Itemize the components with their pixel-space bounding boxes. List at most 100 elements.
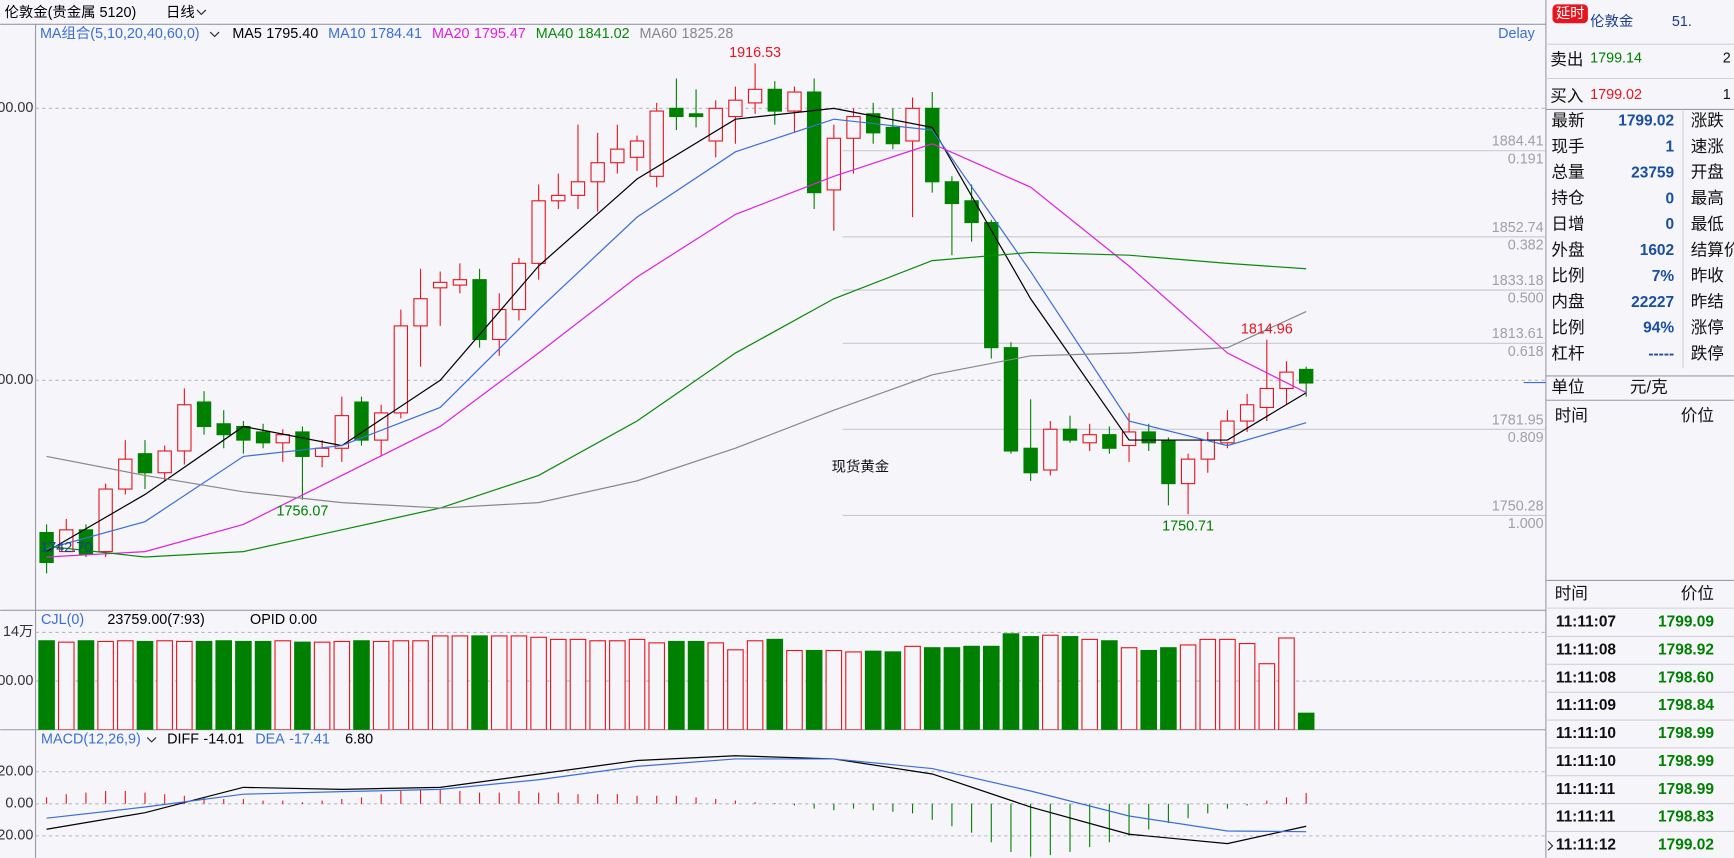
extreme-label: 1916.53: [729, 45, 781, 61]
unit-label: 单位: [1551, 377, 1584, 396]
legend-value: 1841.02: [578, 26, 630, 42]
candle-body: [1298, 368, 1314, 384]
volume-bar: [412, 640, 429, 730]
stat-label: 总量: [1551, 163, 1584, 182]
macd-caret[interactable]: [146, 737, 157, 743]
candle-body: [98, 488, 113, 553]
y-tick-label: 1900.00: [0, 100, 33, 116]
stat-right: 跌停: [1691, 344, 1724, 363]
candle-body: [275, 434, 290, 444]
candle-body: [984, 222, 999, 349]
candle-body: [1023, 447, 1038, 474]
candle-body: [137, 453, 153, 474]
level-ratio: 0.618: [1508, 344, 1544, 360]
candle-body: [944, 181, 960, 205]
ticks-price: 价位: [1681, 406, 1714, 425]
badge-bg: [1552, 4, 1588, 24]
volume-bar: [195, 640, 213, 730]
line-series: [46, 118, 1307, 550]
volume-bar: [1002, 633, 1020, 730]
volume-bar: [707, 642, 725, 730]
extreme-label: 1742.70: [40, 540, 92, 556]
candle-body: [492, 309, 507, 341]
candle-body: [472, 279, 487, 341]
stat-value: 22227: [1631, 294, 1674, 311]
plot-area: [46, 755, 1307, 857]
volume-bar: [117, 640, 134, 730]
volume-bar: [982, 645, 1000, 730]
trade-time: 11:11:10: [1556, 725, 1616, 742]
stat-label: 内盘: [1551, 292, 1584, 311]
volume-bar: [451, 635, 469, 730]
volume-bar: [1199, 638, 1217, 730]
level-price: 1750.28: [1492, 498, 1544, 514]
volume-bar: [628, 638, 646, 730]
volume-bar: [1022, 636, 1039, 730]
volume-bar: [668, 640, 685, 730]
volume-bar: [1219, 638, 1236, 730]
candle-body: [295, 431, 310, 457]
volume-bar: [746, 640, 764, 730]
stat-value: 7%: [1652, 268, 1675, 285]
candle-body: [157, 450, 172, 474]
extreme-label: 1814.96: [1241, 321, 1293, 337]
trade-price: 1798.99: [1658, 753, 1714, 770]
volume-bar: [1179, 644, 1197, 730]
volume-bar: [609, 640, 626, 730]
candle-body: [826, 137, 842, 191]
period-caret[interactable]: [196, 9, 207, 16]
period[interactable]: 日线: [166, 4, 195, 21]
volume-bar: [904, 645, 921, 730]
stat-value: 0: [1666, 216, 1675, 233]
ma-indicator[interactable]: MA组合(5,10,20,40,60,0): [40, 25, 200, 42]
candle-body: [590, 162, 605, 183]
chart-title: 现货黄金: [832, 458, 889, 475]
vol-indicator[interactable]: CJL(0): [41, 612, 84, 628]
volume-bar: [57, 641, 75, 730]
level-price: 1852.74: [1492, 220, 1544, 236]
plot-area: [39, 63, 1546, 574]
volume-bar: [1042, 634, 1059, 730]
volume-bar: [372, 640, 390, 730]
volume-bar: [38, 640, 55, 730]
candle-body: [1180, 458, 1196, 485]
stat-label: 最新: [1551, 111, 1584, 130]
candle-body: [1082, 434, 1097, 444]
candle-body: [570, 181, 586, 196]
volume-bar: [963, 645, 980, 730]
volume-bar: [766, 638, 784, 730]
volume-bar: [648, 642, 665, 730]
candle-body: [767, 88, 782, 112]
legend-name: MA10: [328, 26, 366, 42]
stat-label: 日增: [1551, 214, 1584, 233]
volume-bar: [77, 640, 95, 730]
volume-bar: [1120, 647, 1138, 730]
y-tick-label: -20.00: [0, 828, 33, 844]
line-series: [46, 311, 1307, 509]
candle-body: [1043, 428, 1058, 471]
y-tick-label: 14万: [3, 624, 33, 640]
ticks-time: 时间: [1555, 406, 1588, 425]
bid-price: 1799.02: [1590, 87, 1642, 103]
y-tick-label: 1800.00: [0, 372, 33, 388]
candle-body: [196, 401, 212, 428]
stat-label: 现手: [1551, 137, 1584, 156]
trade-time: 11:11:11: [1556, 781, 1616, 798]
volume-bar: [569, 638, 587, 730]
candle-body: [688, 113, 704, 118]
volume-bar: [235, 640, 252, 730]
candle-body: [1259, 387, 1274, 409]
stat-right: 最低: [1691, 214, 1725, 233]
candle-body: [373, 412, 389, 441]
level-ratio: 0.500: [1508, 291, 1544, 307]
ma-caret[interactable]: [209, 31, 220, 38]
quote-name: 伦敦金: [1590, 13, 1633, 30]
candle-body: [728, 99, 743, 118]
stat-label: 持仓: [1551, 189, 1585, 208]
volume-bar: [550, 638, 567, 730]
trade-time: 11:11:11: [1556, 809, 1616, 826]
volume-bar: [1160, 647, 1177, 730]
macd-indicator[interactable]: MACD(12,26,9): [41, 731, 141, 747]
trade-price: 1798.99: [1658, 725, 1714, 742]
